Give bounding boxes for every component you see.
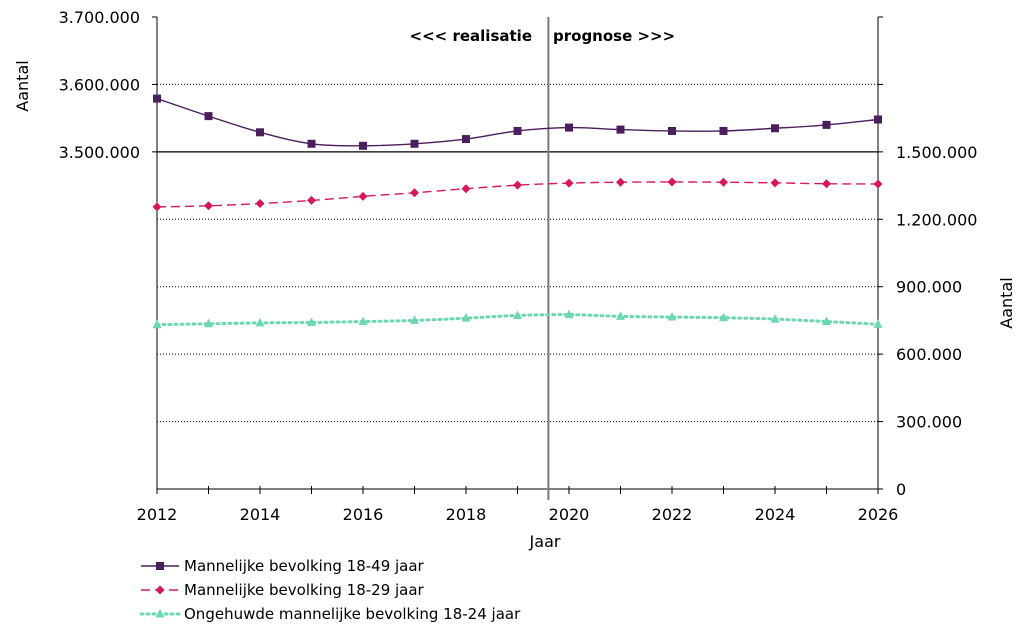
y-right-tick-label: 1.500.000	[896, 143, 977, 162]
y-axis-title-right: Aantal	[997, 277, 1016, 328]
legend-marker	[155, 585, 165, 595]
x-tick-label: 2022	[652, 505, 693, 524]
data-point	[153, 94, 161, 103]
legend-marker	[155, 609, 165, 618]
axis-layer	[152, 16, 883, 500]
data-point	[770, 314, 780, 323]
data-point	[564, 309, 574, 319]
series-layer	[152, 94, 883, 329]
data-point	[616, 311, 625, 320]
annotation-prognose: prognose >>>	[553, 27, 675, 45]
legend-item-1: Mannelijke bevolking 18-49 jaar	[141, 557, 425, 575]
series-3	[152, 309, 883, 329]
data-point	[410, 315, 419, 324]
y-left-tick-label: 3.500.000	[59, 143, 140, 162]
y-right-tick-label: 600.000	[896, 345, 962, 364]
x-tick-label: 2020	[549, 505, 590, 524]
y-left-tick-label: 3.700.000	[59, 8, 140, 27]
data-point	[307, 317, 316, 326]
y-right-tick-label: 0	[896, 480, 906, 499]
data-point	[667, 312, 677, 321]
legend-item-2: Mannelijke bevolking 18-29 jaar	[141, 581, 425, 599]
x-tick-label: 2012	[137, 505, 178, 524]
data-point	[358, 191, 368, 201]
data-point	[307, 139, 316, 148]
data-point	[307, 195, 316, 205]
x-tick-label: 2018	[446, 505, 487, 524]
data-point	[616, 125, 625, 134]
legend-label: Mannelijke bevolking 18-49 jaar	[184, 557, 425, 575]
data-point	[719, 177, 728, 187]
data-point	[822, 120, 831, 129]
y-axis-title-left: Aantal	[13, 60, 32, 111]
data-point	[462, 135, 470, 144]
data-point	[256, 128, 264, 137]
x-axis-title: Jaar	[529, 532, 561, 551]
data-point	[513, 310, 522, 319]
data-point	[513, 180, 522, 190]
series-1	[153, 94, 882, 150]
data-point	[410, 139, 419, 148]
series-2	[152, 177, 883, 212]
data-point	[719, 312, 728, 322]
label-layer: 2012 2014 2016 2018 2020 2022 2024 2026 3.500.00…	[59, 8, 978, 524]
annotation-realisatie: <<< realisatie	[410, 27, 532, 45]
data-point	[873, 319, 883, 328]
x-tick-label: 2016	[343, 505, 384, 524]
data-point	[873, 179, 883, 189]
data-point	[358, 316, 368, 326]
data-point	[410, 188, 419, 198]
legend: Mannelijke bevolking 18-49 jaar Mannelijk…	[139, 557, 521, 623]
series-line	[156, 97, 879, 147]
data-point	[513, 126, 522, 135]
data-point	[770, 178, 780, 188]
data-point	[719, 126, 728, 135]
data-point	[255, 199, 265, 209]
data-point	[152, 319, 162, 329]
legend-item-3: Ongehuwde mannelijke bevolking 18-24 jaa…	[139, 605, 521, 623]
legend-label: Ongehuwde mannelijke bevolking 18-24 jaa…	[184, 605, 521, 623]
series-line	[156, 181, 879, 208]
data-point	[565, 123, 573, 132]
data-point	[359, 141, 367, 150]
data-point	[668, 126, 676, 135]
y-right-tick-label: 300.000	[896, 413, 962, 432]
data-point	[255, 317, 265, 327]
grid-layer	[157, 83, 878, 423]
data-point	[874, 115, 882, 124]
data-point	[204, 318, 213, 328]
y-left-tick-label: 3.600.000	[59, 75, 140, 94]
y-right-tick-label: 900.000	[896, 278, 962, 297]
x-tick-label: 2026	[858, 505, 899, 524]
data-point	[822, 179, 831, 189]
data-point	[204, 201, 213, 211]
data-point	[204, 112, 213, 121]
data-point	[771, 124, 779, 133]
data-point	[461, 184, 471, 194]
data-point	[822, 316, 831, 326]
data-point	[667, 177, 677, 187]
data-point	[564, 178, 574, 188]
data-point	[616, 177, 625, 187]
x-tick-label: 2024	[755, 505, 796, 524]
legend-label: Mannelijke bevolking 18-29 jaar	[184, 581, 425, 599]
legend-marker	[156, 562, 164, 570]
data-point	[152, 202, 162, 212]
x-tick-label: 2014	[240, 505, 281, 524]
y-right-tick-label: 1.200.000	[896, 210, 977, 229]
data-point	[461, 313, 471, 322]
